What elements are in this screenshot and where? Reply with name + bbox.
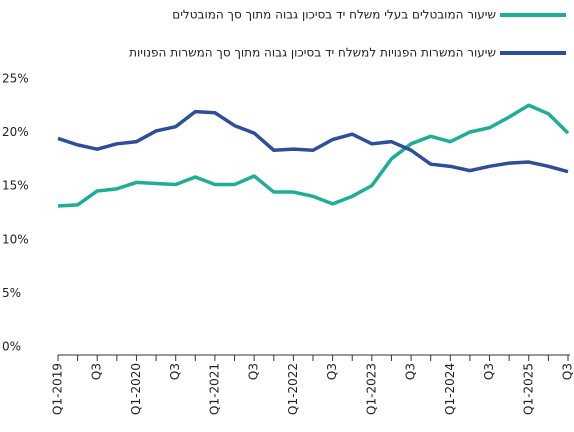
x-tick-label: Q3 <box>247 363 261 380</box>
x-tick-label: Q1-2020 <box>129 363 143 415</box>
x-tick-label: Q3 <box>90 363 104 380</box>
x-tick-label: Q1-2025 <box>521 363 535 415</box>
x-tick-label: Q1-2023 <box>364 363 378 415</box>
x-tick-label: Q1-2021 <box>207 363 221 415</box>
y-tick-label: 10% <box>2 232 29 246</box>
x-tick-label: Q3 <box>168 363 182 380</box>
y-tick-label: 5% <box>2 286 21 300</box>
x-tick-label: Q1-2024 <box>443 363 457 415</box>
x-tick-label: Q3 <box>561 363 574 380</box>
x-tick-label: Q3 <box>404 363 418 380</box>
x-tick-label: Q1-2019 <box>51 363 65 415</box>
y-tick-label: 15% <box>2 179 29 193</box>
y-tick-label: 20% <box>2 125 29 139</box>
series-line <box>57 103 570 208</box>
legend-label: שיעור המובטלים בעלי משלח יד בסיכון גבוה … <box>172 8 496 22</box>
series-line <box>57 109 569 174</box>
x-tick-label: Q3 <box>325 363 339 380</box>
y-tick-label: 25% <box>2 72 29 86</box>
legend-label: שיעור המשרות הפנויות למשלח יד בסיכון גבו… <box>129 46 496 60</box>
x-tick-label: Q1-2022 <box>286 363 300 415</box>
y-tick-label: 0% <box>2 340 21 354</box>
x-tick-label: Q3 <box>482 363 496 380</box>
